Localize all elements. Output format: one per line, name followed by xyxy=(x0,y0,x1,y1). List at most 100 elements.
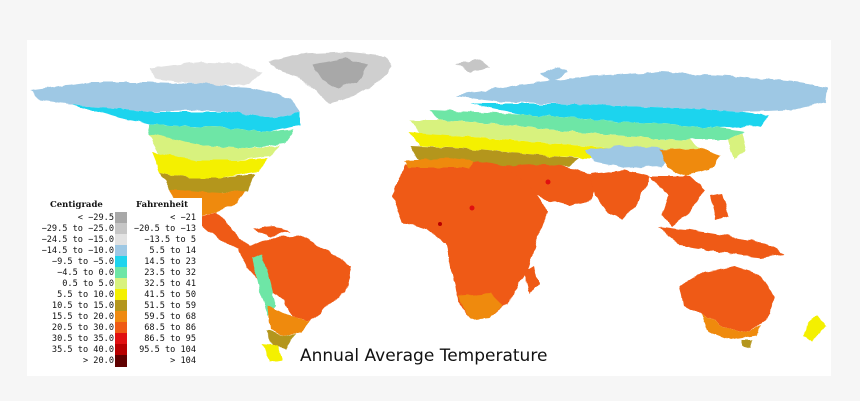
north-america-cool xyxy=(148,134,280,160)
new-zealand xyxy=(802,316,826,342)
europe-cool xyxy=(410,120,700,150)
south-america-tropics xyxy=(238,236,352,320)
legend-color-swatch xyxy=(115,256,127,268)
china-temperate xyxy=(660,148,720,176)
madagascar xyxy=(524,266,538,294)
legend-centigrade-range: −14.5 to −10.0 xyxy=(41,246,114,256)
mediterranean xyxy=(410,146,580,168)
legend-color-swatch xyxy=(115,344,127,356)
legend-row: > 20.0 > 104 xyxy=(38,355,202,367)
legend-fahrenheit-range: 41.5 to 50 xyxy=(144,290,196,300)
japan xyxy=(728,134,746,160)
legend-centigrade-range: < −29.5 xyxy=(77,213,114,223)
legend-centigrade-range: > 20.0 xyxy=(82,356,114,366)
legend-fahrenheit-range: 51.5 to 59 xyxy=(144,301,196,311)
legend-fahrenheit-range: < −21 xyxy=(170,213,196,223)
legend-centigrade-range: 30.5 to 35.0 xyxy=(51,334,114,344)
legend-centigrade-header: Centigrade xyxy=(50,200,103,210)
legend-centigrade-range: 15.5 to 20.0 xyxy=(51,312,114,322)
legend-color-swatch xyxy=(115,311,127,323)
map-legend: Centigrade Fahrenheit < −29.5 < −21 −29.5 … xyxy=(38,198,202,368)
legend-fahrenheit-range: 5.5 to 14 xyxy=(149,246,196,256)
legend-color-swatch xyxy=(115,300,127,312)
eurasia-cold xyxy=(470,104,770,128)
legend-row: 20.5 to 30.0 68.5 to 86 xyxy=(38,322,202,334)
legend-centigrade-range: −9.5 to −5.0 xyxy=(51,257,114,267)
arabia-hotspot xyxy=(545,179,551,185)
legend-row: −29.5 to −25.0 −20.5 to −13 xyxy=(38,223,202,235)
legend-row: −14.5 to −10.0 5.5 to 14 xyxy=(38,245,202,257)
north-america-cold xyxy=(70,104,300,132)
north-america-temperate xyxy=(152,152,268,178)
philippines xyxy=(710,194,728,220)
legend-fahrenheit-range: 68.5 to 86 xyxy=(144,323,196,333)
legend-color-swatch xyxy=(115,223,127,235)
legend-row: −4.5 to 0.0 23.5 to 32 xyxy=(38,267,202,279)
legend-color-swatch xyxy=(115,322,127,334)
south-america-subtropics xyxy=(268,306,310,336)
legend-row: 30.5 to 35.0 86.5 to 95 xyxy=(38,333,202,345)
sahara-hotspot xyxy=(469,205,475,211)
legend-centigrade-range: 35.5 to 40.0 xyxy=(51,345,114,355)
legend-centigrade-range: −24.5 to −15.0 xyxy=(41,235,114,245)
legend-color-swatch xyxy=(115,278,127,290)
india xyxy=(590,170,650,220)
europe-temperate xyxy=(408,132,640,158)
legend-fahrenheit-range: 32.5 to 41 xyxy=(144,279,196,289)
legend-row: −9.5 to −5.0 14.5 to 23 xyxy=(38,256,202,268)
legend-row: −24.5 to −15.0 −13.5 to 5 xyxy=(38,234,202,246)
legend-fahrenheit-range: −20.5 to −13 xyxy=(133,224,196,234)
legend-centigrade-range: 0.5 to 5.0 xyxy=(62,279,114,289)
africa xyxy=(392,160,548,320)
map-title: Annual Average Temperature xyxy=(300,346,548,366)
legend-fahrenheit-range: 95.5 to 104 xyxy=(139,345,196,355)
caribbean xyxy=(252,226,290,236)
legend-centigrade-range: 20.5 to 30.0 xyxy=(51,323,114,333)
tasmania xyxy=(742,340,752,348)
novaya-zemlya xyxy=(540,66,568,82)
canadian-arctic-islands xyxy=(150,62,262,86)
legend-color-swatch xyxy=(115,245,127,257)
eurasia-boreal xyxy=(430,110,745,140)
eurasia-arctic xyxy=(455,72,828,112)
north-africa-coast xyxy=(404,158,475,168)
legend-color-swatch xyxy=(115,333,127,345)
southeast-asia xyxy=(650,176,705,226)
andes-cool xyxy=(252,254,276,316)
north-america-warm xyxy=(160,172,255,196)
legend-color-swatch xyxy=(115,267,127,279)
legend-centigrade-range: 10.5 to 15.0 xyxy=(51,301,114,311)
legend-row: 15.5 to 20.0 59.5 to 68 xyxy=(38,311,202,323)
indonesia xyxy=(658,226,784,258)
legend-row: < −29.5 < −21 xyxy=(38,212,202,224)
legend-color-swatch xyxy=(115,212,127,224)
legend-fahrenheit-range: −13.5 to 5 xyxy=(144,235,196,245)
australia xyxy=(680,266,775,332)
middle-east xyxy=(505,164,600,206)
legend-color-swatch xyxy=(115,355,127,367)
legend-row: 10.5 to 15.0 51.5 to 59 xyxy=(38,300,202,312)
legend-fahrenheit-range: 59.5 to 68 xyxy=(144,312,196,322)
legend-centigrade-range: 5.5 to 10.0 xyxy=(57,290,114,300)
legend-fahrenheit-range: > 104 xyxy=(170,356,196,366)
legend-row: 35.5 to 40.0 95.5 to 104 xyxy=(38,344,202,356)
sahel-hotspot xyxy=(438,222,442,226)
patagonia xyxy=(262,344,282,362)
legend-color-swatch xyxy=(115,289,127,301)
australia-south xyxy=(702,314,762,340)
southern-africa-subtropics xyxy=(458,294,502,320)
svalbard xyxy=(455,60,490,72)
north-america-arctic xyxy=(30,82,300,118)
legend-row: 5.5 to 10.0 41.5 to 50 xyxy=(38,289,202,301)
legend-row: 0.5 to 5.0 32.5 to 41 xyxy=(38,278,202,290)
legend-fahrenheit-header: Fahrenheit xyxy=(136,200,189,210)
legend-fahrenheit-range: 14.5 to 23 xyxy=(144,257,196,267)
tibet-plateau xyxy=(585,146,680,168)
legend-fahrenheit-range: 86.5 to 95 xyxy=(144,334,196,344)
world-temperature-map xyxy=(30,52,828,362)
south-america-temperate xyxy=(266,330,296,348)
legend-centigrade-range: −4.5 to 0.0 xyxy=(57,268,114,278)
legend-fahrenheit-range: 23.5 to 32 xyxy=(144,268,196,278)
legend-centigrade-range: −29.5 to −25.0 xyxy=(41,224,114,234)
legend-color-swatch xyxy=(115,234,127,246)
